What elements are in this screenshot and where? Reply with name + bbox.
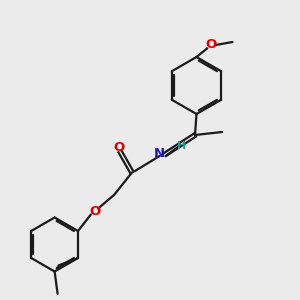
Text: N: N bbox=[154, 146, 165, 160]
Text: O: O bbox=[89, 205, 100, 218]
Text: O: O bbox=[206, 38, 217, 52]
Text: H: H bbox=[177, 140, 186, 151]
Text: O: O bbox=[113, 141, 125, 154]
